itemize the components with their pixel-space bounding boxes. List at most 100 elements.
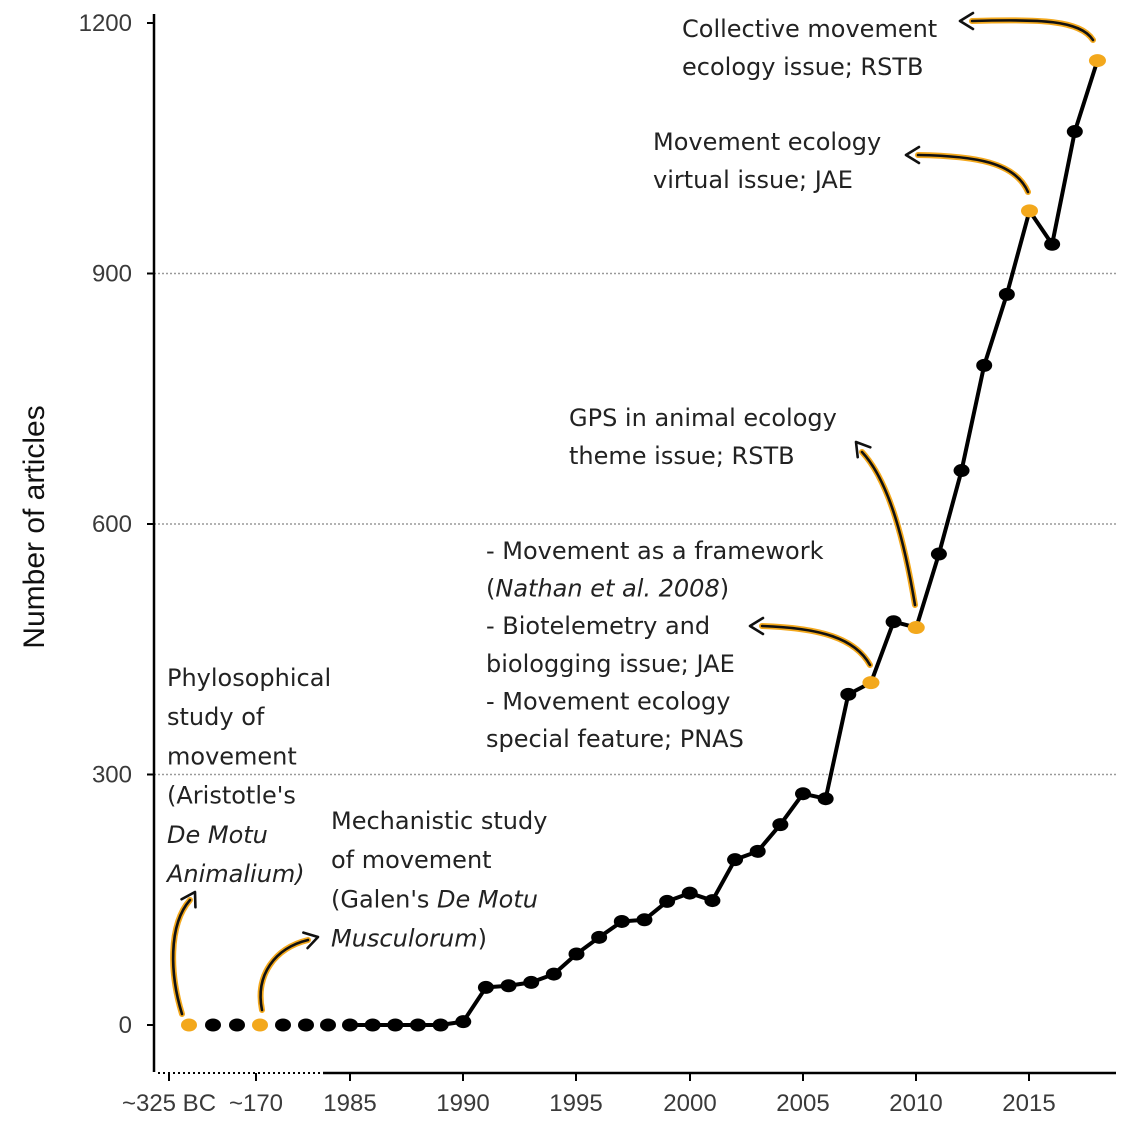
data-point [953,464,970,478]
annotation-text: - Movement as a framework [486,537,824,565]
x-tick-label: ~325 BC [122,1090,216,1117]
data-point [659,894,676,908]
historical-point [205,1018,221,1032]
annotation-text: movement [167,742,297,770]
annotation-line: Collective movement [682,15,937,43]
annotation-line: movement [167,742,297,770]
data-point [795,787,811,801]
y-tick-label: 900 [92,261,132,288]
annotation-text: Mechanistic study [331,807,547,835]
annotation-virtual: Movement ecology virtual issue; JAE [653,128,881,194]
annotation-collective: Collective movement ecology issue; RSTB [682,15,937,81]
series-line-group [350,59,1100,1027]
annotation-line: virtual issue; JAE [653,166,853,194]
arrow-head [904,145,921,165]
historical-point [298,1018,314,1032]
annotation-italic-text: Animalium) [165,860,305,888]
annotation-text: special feature; PNAS [486,725,744,753]
data-point [432,1018,449,1032]
arrow-shaft [916,153,1030,194]
annotation-italic-text: Nathan et al. 2008 [495,575,719,603]
annotation-line: (Galen's De Motu [331,885,538,913]
annotation-aristotle: Phylosophical study of movement (Aristotle'… [165,664,331,888]
annotation-text: ecology issue; RSTB [682,53,923,81]
historical-point [229,1018,245,1032]
annotation-line: special feature; PNAS [486,725,744,753]
annotation-line: Animalium) [165,860,305,888]
data-point [523,975,540,989]
annotation-text: ) [478,925,487,953]
data-point [727,853,744,867]
y-tick-label: 600 [92,511,132,538]
x-tick-label: 1990 [436,1090,489,1117]
data-point [681,886,698,900]
data-point [1066,125,1083,139]
annotation-arrows [170,11,1096,1017]
annotation-text: virtual issue; JAE [653,166,853,194]
annotation-text: ( [486,575,495,603]
data-point [772,818,789,832]
annotation-text: - Biotelemetry and [486,612,710,640]
annotation-line: Phylosophical [167,664,331,692]
annotation-text: - Movement ecology [486,687,730,715]
annotation-text: of movement [331,846,492,874]
annotation-line: biologging issue; JAE [486,650,735,678]
highlight-point [1088,54,1106,68]
annotation-gps: GPS in animal ecology theme issue; RSTB [569,404,837,470]
annotation-text: Phylosophical [167,664,331,692]
arrow-glow [859,449,918,608]
data-point [545,967,562,981]
arrow-shaft [760,624,872,667]
arrow-framework [748,616,873,668]
x-tick-label: 2010 [889,1090,942,1117]
axes [147,14,1116,1081]
annotation-line: ecology issue; RSTB [682,53,923,81]
arrow-shaft [970,19,1095,42]
y-tick-label: 300 [92,762,132,789]
annotation-text: biologging issue; JAE [486,650,735,678]
annotation-text: (Aristotle's [167,782,296,810]
x-tick-label: 2000 [663,1090,716,1117]
historical-point [320,1018,336,1032]
data-point [840,687,857,701]
highlight-point [181,1018,197,1032]
annotation-line: (Nathan et al. 2008) [486,575,729,603]
y-tick-label: 0 [119,1012,132,1039]
series-line [350,59,1100,1027]
annotation-text: GPS in animal ecology [569,404,837,432]
arrow-gps [854,440,918,608]
annotation-line: (Aristotle's [167,782,296,810]
annotations: Phylosophical study of movement (Aristotle'… [165,15,937,953]
data-point [636,913,653,927]
annotation-text: study of [167,703,265,731]
x-tick-label: 1995 [549,1090,602,1117]
data-point [455,1015,472,1029]
arrow-head [180,890,197,909]
annotation-text: Movement ecology [653,128,881,156]
annotation-line: - Movement as a framework [486,537,824,565]
annotation-text: Collective movement [682,15,937,43]
arrow-head [302,931,320,950]
annotation-line: of movement [331,846,492,874]
arrow-shaft [860,450,917,607]
data-point [976,358,993,372]
annotation-line: Musculorum) [331,925,487,953]
data-point [342,1018,358,1032]
data-point [568,947,585,961]
y-tick-label: 1200 [79,10,132,37]
annotation-framework: - Movement as a framework (Nathan et al. … [486,537,824,753]
axis-labels: 0 300 600 900 1200 ~325 BC ~170 1985 1990 1995 200… [18,10,1056,1117]
data-point [387,1018,404,1032]
arrow-glow [969,17,1096,43]
data-point [704,894,721,908]
x-tick-label: 2005 [776,1090,829,1117]
data-point [364,1018,381,1032]
annotation-line: De Motu [167,821,268,849]
arrow-shaft [171,898,192,1016]
x-tick-label: 2015 [1002,1090,1055,1117]
highlight-point [907,621,925,635]
arrow-head [854,440,872,459]
arrow-aristotle [170,890,197,1017]
